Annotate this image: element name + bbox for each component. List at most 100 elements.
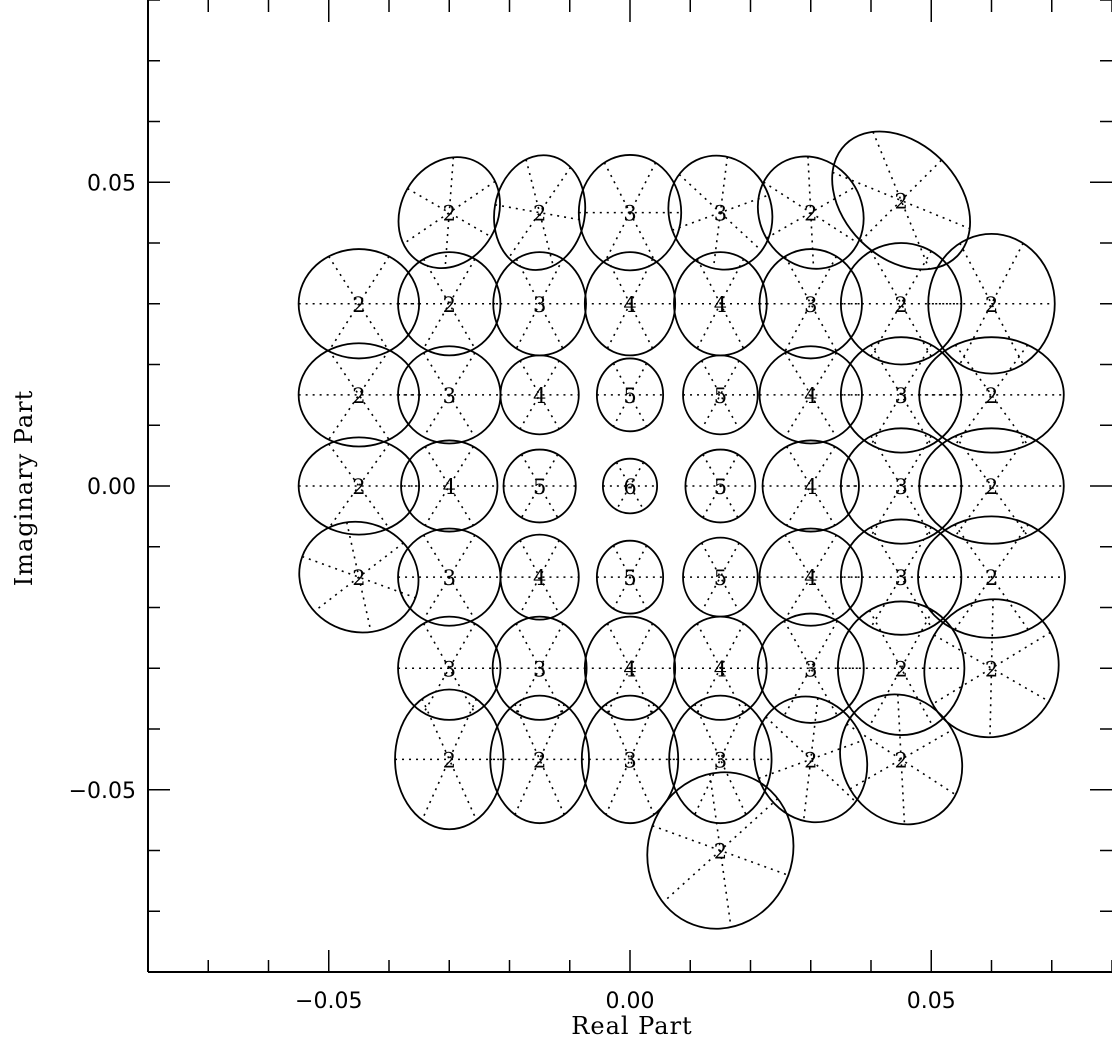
point-label: 2 xyxy=(804,748,817,772)
data-point: 3 xyxy=(756,612,865,724)
data-point: 2 xyxy=(923,598,1060,739)
ellipse-axis-line xyxy=(700,542,740,612)
data-point: 2 xyxy=(839,242,963,366)
point-label: 5 xyxy=(623,384,636,408)
ellipse-axis-line xyxy=(421,698,478,821)
data-point: 4 xyxy=(499,354,580,436)
ellipse-axis-line xyxy=(402,180,496,245)
ellipse-axis-line xyxy=(671,194,769,231)
data-point: 6 xyxy=(601,457,659,515)
point-label: 2 xyxy=(714,840,727,864)
point-label: 3 xyxy=(623,748,636,772)
point-label: 3 xyxy=(443,566,456,590)
point-label: 3 xyxy=(804,657,817,681)
ellipse-axis-line xyxy=(758,739,864,780)
ellipse-axis-line xyxy=(606,258,654,349)
data-point: 4 xyxy=(758,527,863,627)
ellipse-axis-line xyxy=(896,694,906,825)
point-label: 2 xyxy=(352,293,365,317)
ellipse-axis-line xyxy=(422,352,476,438)
data-point: 3 xyxy=(397,527,502,627)
point-label: 2 xyxy=(443,748,456,772)
data-point: 5 xyxy=(682,354,759,436)
data-points: 2 2 3 3 2 2 2 2 3 4 4 3 2 2 2 3 4 5 5 4 3 2 2 4 5 6 5 4 3 2 2 3 4 5 5 4 3 2 3 3… xyxy=(297,130,1066,930)
data-point: 3 xyxy=(397,615,502,721)
data-point: 4 xyxy=(673,251,768,357)
data-point: 5 xyxy=(595,539,665,615)
ellipse-axis-line xyxy=(421,698,478,821)
point-label: 4 xyxy=(804,566,817,590)
data-point: 2 xyxy=(298,520,420,634)
ellipse-axis-line xyxy=(328,255,390,352)
point-label: 4 xyxy=(533,566,546,590)
point-label: 4 xyxy=(623,657,636,681)
x-tick-label: −0.05 xyxy=(295,989,362,1014)
ellipse-axis-line xyxy=(860,159,943,242)
point-label: 2 xyxy=(352,475,365,499)
ellipse-axis-line xyxy=(606,623,654,714)
point-label: 6 xyxy=(623,475,636,499)
point-label: 5 xyxy=(714,475,727,499)
data-point: 5 xyxy=(684,448,757,524)
ellipse-axis-line xyxy=(785,446,836,526)
ellipse-axis-line xyxy=(765,186,856,239)
data-point: 4 xyxy=(761,439,860,533)
ellipse-axis-line xyxy=(515,258,564,349)
point-label: 3 xyxy=(533,293,546,317)
ellipse-axis-line xyxy=(785,446,836,526)
ellipse-axis-line xyxy=(700,360,740,430)
data-point: 2 xyxy=(756,155,865,270)
data-point: 4 xyxy=(400,439,499,533)
ellipse-axis-line xyxy=(784,534,838,620)
data-point: 5 xyxy=(682,536,759,618)
data-point: 3 xyxy=(491,615,588,721)
point-label: 2 xyxy=(352,384,365,408)
data-point: 2 xyxy=(646,771,795,930)
point-label: 3 xyxy=(804,293,817,317)
ellipse-axis-line xyxy=(520,454,559,518)
ellipse-axis-line xyxy=(868,609,934,727)
ellipse-axis-line xyxy=(702,454,739,518)
point-label: 3 xyxy=(894,475,907,499)
x-axis-title: Real Part xyxy=(571,1012,692,1040)
ellipse-axis-line xyxy=(932,631,1051,705)
point-label: 5 xyxy=(623,566,636,590)
ellipse-axis-line xyxy=(712,156,729,269)
point-label: 2 xyxy=(443,293,456,317)
ellipse-axis-line xyxy=(662,798,779,903)
point-label: 3 xyxy=(894,566,907,590)
data-point: 4 xyxy=(583,251,677,357)
ellipse-axis-line xyxy=(422,258,476,349)
point-label: 2 xyxy=(985,293,998,317)
axis-ticks xyxy=(147,0,1112,973)
point-label: 3 xyxy=(714,202,727,226)
y-tick-label: 0.05 xyxy=(87,171,136,196)
ellipse-axis-line xyxy=(422,534,476,620)
ellipse-axis-line xyxy=(954,524,1029,631)
data-point: 2 xyxy=(397,156,501,270)
data-point: 4 xyxy=(673,615,768,721)
ellipse-axis-line xyxy=(313,542,404,612)
data-point: 4 xyxy=(583,615,677,721)
data-point: 3 xyxy=(667,154,774,271)
ellipse-axis-line xyxy=(444,157,455,269)
ellipse-axis-line xyxy=(989,599,994,738)
axis-tick-labels: −0.05 0.00 0.05 −0.05 0.00 0.05 xyxy=(69,171,956,1014)
point-label: 2 xyxy=(804,202,817,226)
data-point: 2 xyxy=(297,248,421,360)
error-ellipse xyxy=(923,598,1060,739)
ellipse-axis-line xyxy=(494,203,585,222)
point-label: 2 xyxy=(894,748,907,772)
point-label: 4 xyxy=(804,475,817,499)
ellipse-axis-line xyxy=(700,542,740,612)
point-label: 5 xyxy=(714,566,727,590)
ellipse-axis-line xyxy=(422,623,476,714)
point-label: 2 xyxy=(985,657,998,681)
data-point: 3 xyxy=(397,345,502,445)
data-point: 2 xyxy=(836,600,966,736)
ellipse-axis-line xyxy=(784,352,838,438)
y-axis-title: Imaginary Part xyxy=(10,390,38,587)
point-label: 4 xyxy=(804,384,817,408)
ellipse-axis-line xyxy=(603,162,657,263)
x-tick-label: 0.05 xyxy=(907,989,956,1014)
